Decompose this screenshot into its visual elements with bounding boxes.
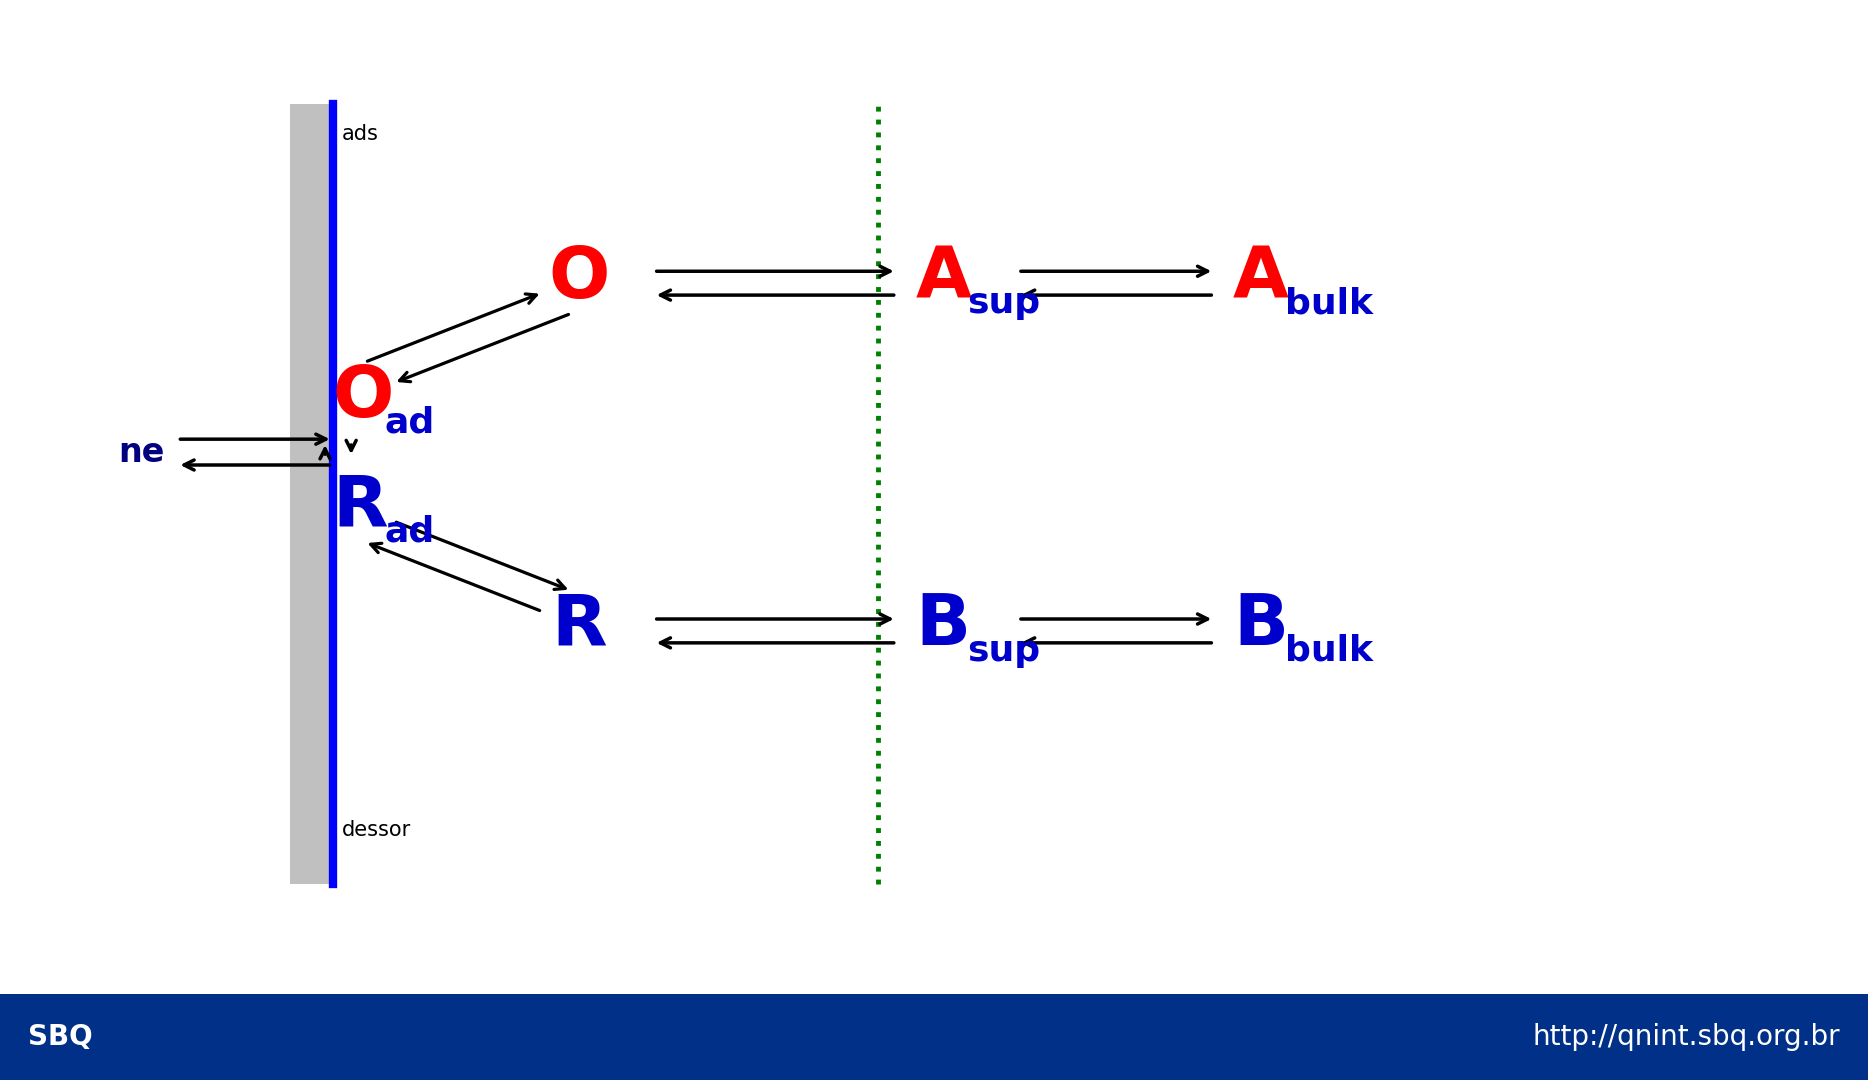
Text: ads: ads	[342, 124, 379, 144]
Text: SBQ: SBQ	[28, 1023, 93, 1051]
Text: dessor: dessor	[342, 820, 411, 840]
Text: ad: ad	[385, 405, 435, 440]
Text: B: B	[1233, 592, 1289, 661]
Text: sup: sup	[968, 634, 1040, 667]
Text: B: B	[915, 592, 971, 661]
Bar	[290, 105, 333, 885]
Text: R: R	[551, 592, 607, 661]
Text: bulk: bulk	[1285, 634, 1373, 667]
Text: http://qnint.sbq.org.br: http://qnint.sbq.org.br	[1532, 1023, 1840, 1051]
Text: ne: ne	[118, 435, 164, 469]
Text: O: O	[333, 363, 394, 432]
Text: O: O	[549, 244, 609, 313]
Text: bulk: bulk	[1285, 286, 1373, 320]
Text: sup: sup	[968, 286, 1040, 320]
Text: A: A	[915, 244, 971, 313]
Text: R: R	[333, 472, 389, 541]
Text: A: A	[1233, 244, 1289, 313]
Text: ad: ad	[385, 514, 435, 549]
